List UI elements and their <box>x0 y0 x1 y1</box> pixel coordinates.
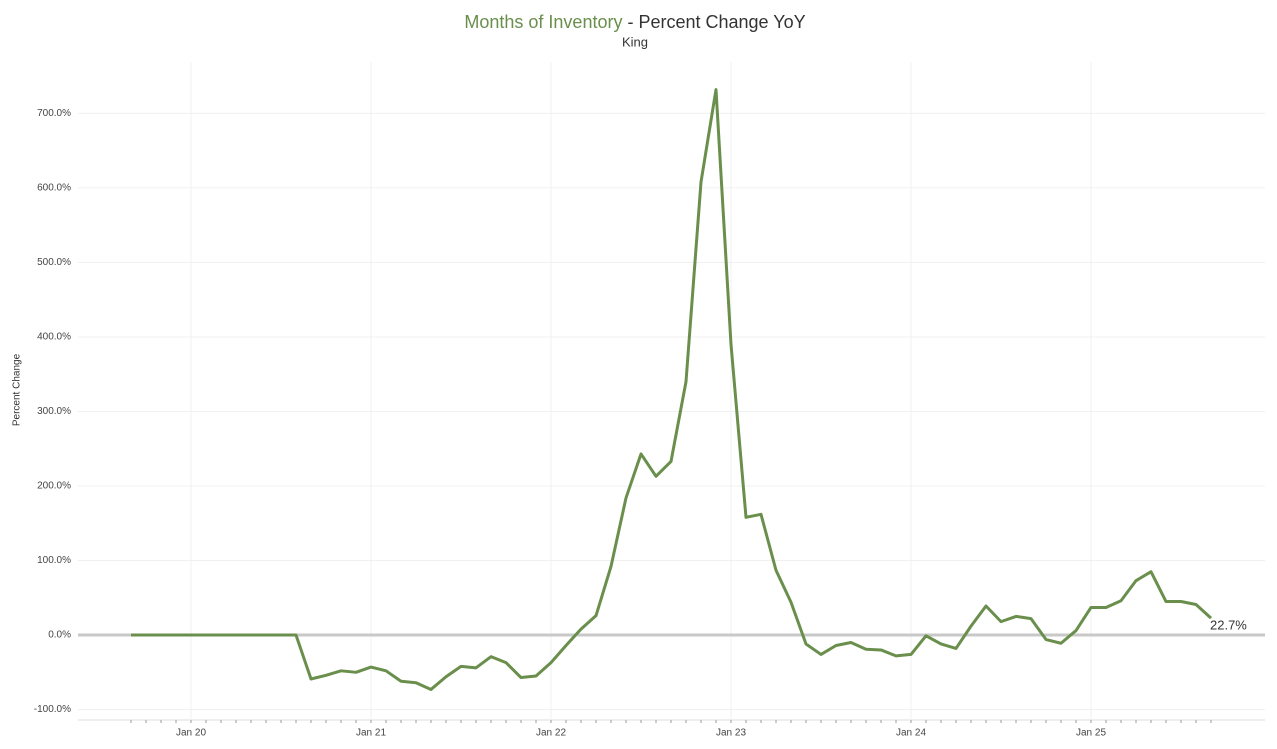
y-tick-label: -100.0% <box>34 704 71 715</box>
x-tick-label: Jan 25 <box>1076 728 1106 739</box>
y-tick-label: 0.0% <box>48 630 71 641</box>
x-tick-label: Jan 23 <box>716 728 746 739</box>
title-main: Months of Inventory <box>464 12 622 32</box>
y-tick-label: 600.0% <box>37 183 71 194</box>
y-tick-label: 400.0% <box>37 332 71 343</box>
x-tick-label: Jan 20 <box>176 728 206 739</box>
y-tick-label: 300.0% <box>37 406 71 417</box>
data-line <box>131 88 1213 691</box>
y-axis-label: Percent Change <box>12 353 23 426</box>
x-tick-label: Jan 21 <box>356 728 386 739</box>
x-tick-label: Jan 24 <box>896 728 926 739</box>
y-tick-label: 200.0% <box>37 481 71 492</box>
y-tick-label: 700.0% <box>37 108 71 119</box>
y-tick-label: 100.0% <box>37 555 71 566</box>
chart-subtitle: King <box>622 34 648 49</box>
y-tick-label: 500.0% <box>37 257 71 268</box>
x-tick-label: Jan 22 <box>536 728 566 739</box>
data-label: 22.7% <box>1210 618 1247 633</box>
chart-title: Months of Inventory - Percent Change YoY <box>464 12 805 32</box>
title-suffix: - Percent Change YoY <box>627 12 805 32</box>
